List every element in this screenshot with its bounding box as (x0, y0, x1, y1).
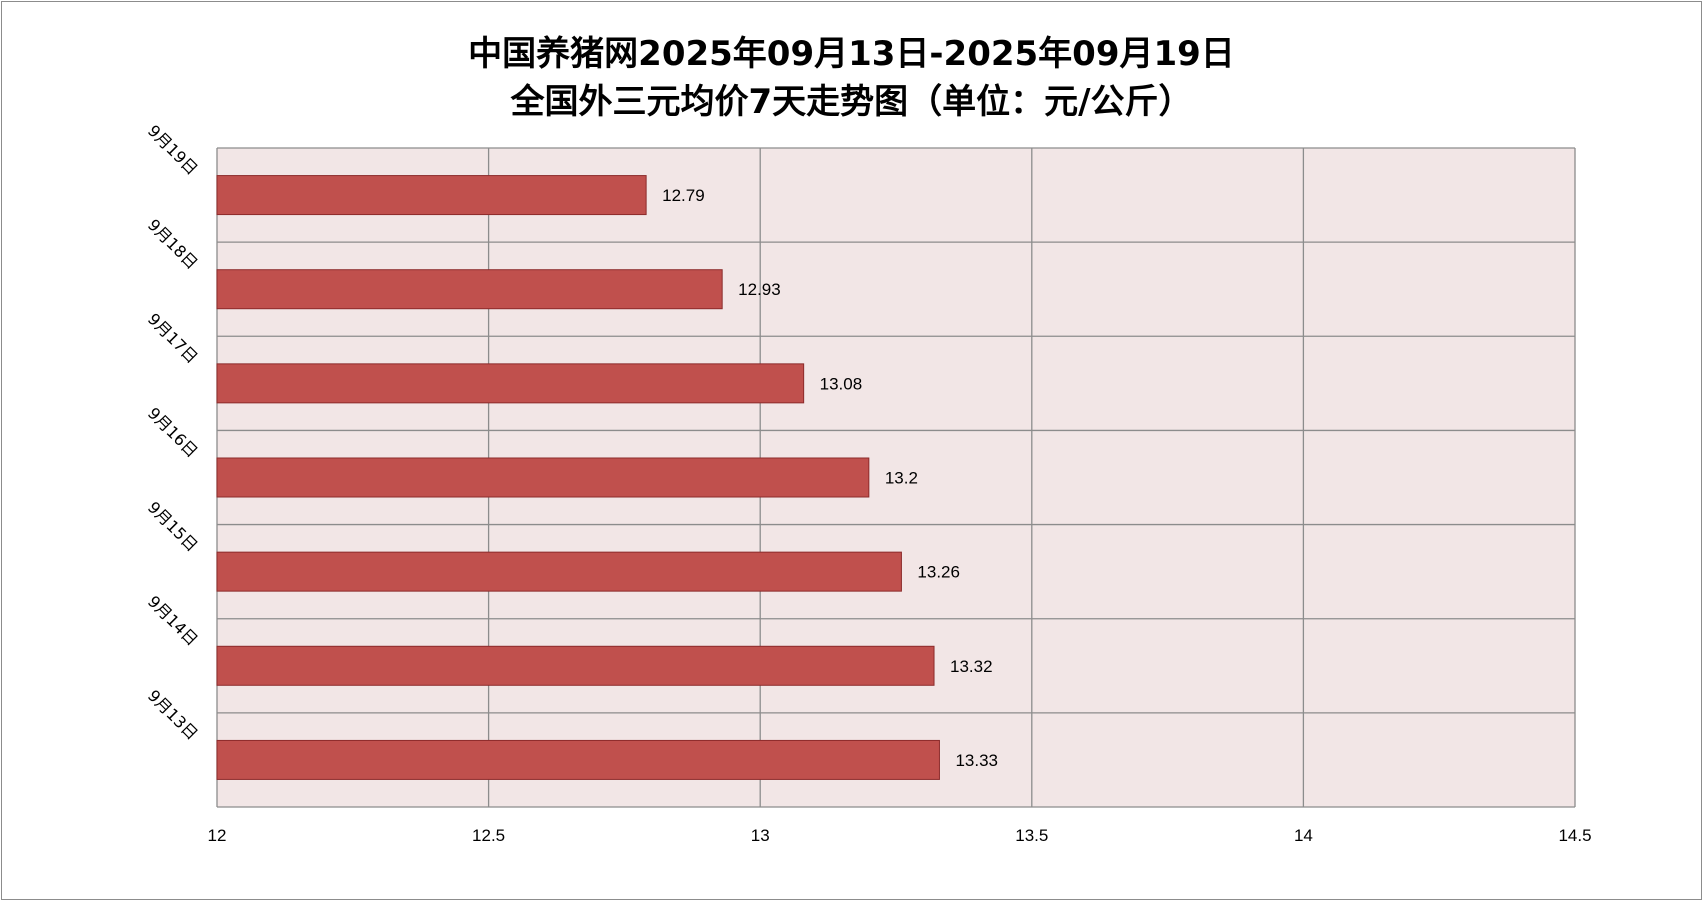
bar (216, 551, 902, 592)
bar (216, 363, 805, 404)
category-label: 9月15日 (144, 498, 202, 556)
x-tick-label: 14 (1294, 826, 1313, 845)
bar (216, 175, 647, 216)
bar (216, 269, 723, 310)
x-tick-label: 13.5 (1015, 826, 1048, 845)
chart-title: 中国养猪网2025年09月13日-2025年09月19日 (468, 34, 1235, 74)
category-label: 9月13日 (144, 686, 202, 744)
category-label: 9月14日 (144, 592, 202, 650)
data-label: 13.33 (955, 751, 998, 770)
data-label: 13.32 (950, 657, 993, 676)
bar (216, 457, 870, 498)
category-label: 9月18日 (144, 215, 202, 273)
x-tick-label: 14.5 (1558, 826, 1591, 845)
x-tick-label: 13 (751, 826, 770, 845)
data-label: 12.93 (738, 280, 781, 299)
bar (216, 645, 935, 686)
data-label: 13.08 (820, 374, 863, 393)
category-label: 9月17日 (144, 309, 202, 367)
data-label: 13.2 (885, 469, 918, 488)
x-tick-label: 12 (208, 826, 227, 845)
category-label: 9月19日 (144, 121, 202, 179)
chart-subtitle: 全国外三元均价7天走势图（单位：元/公斤） (510, 82, 1193, 122)
bar (216, 739, 940, 780)
x-tick-label: 12.5 (472, 826, 505, 845)
category-label: 9月16日 (144, 404, 202, 462)
data-label: 12.79 (662, 186, 705, 205)
data-label: 13.26 (917, 563, 960, 582)
